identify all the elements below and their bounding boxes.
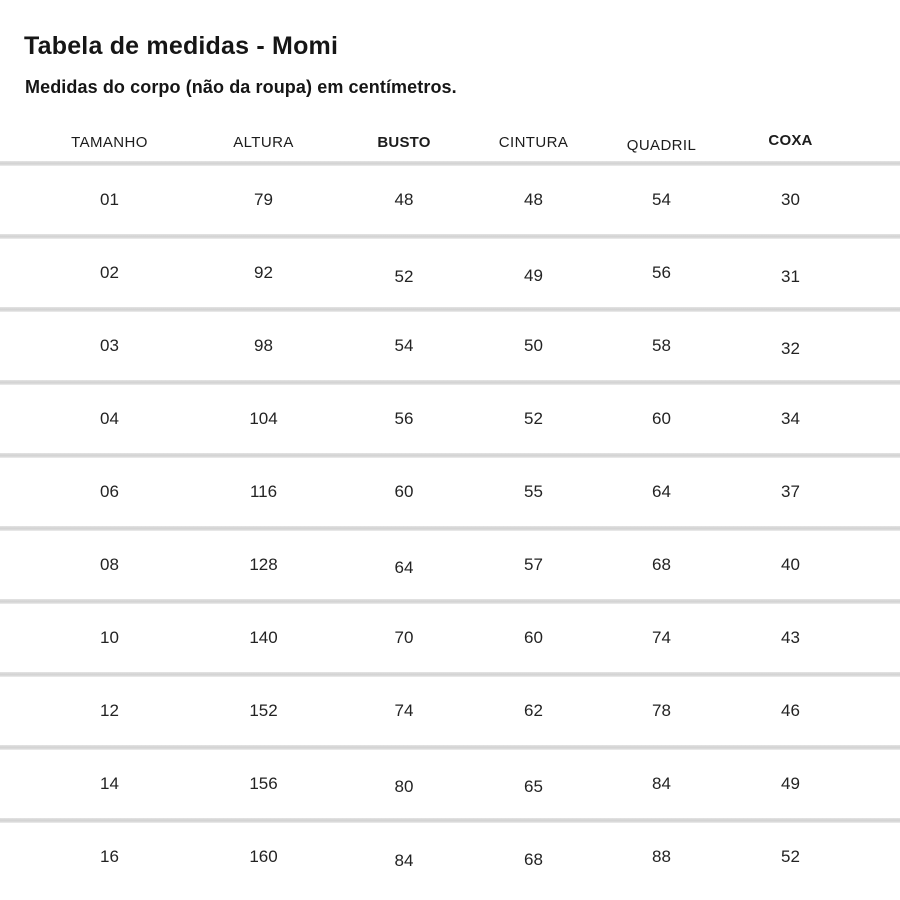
table-row-size-04: 04 104 56 52 60 34 [0,380,900,453]
cell-busto: 60 [394,482,414,501]
table-header-row: TAMANHO ALTURA BUSTO CINTURA QUADRIL COX… [0,124,900,161]
cell-cintura: 65 [524,777,543,796]
cell-tamanho: 08 [100,555,119,574]
cell-busto: 56 [394,409,414,428]
size-table: TAMANHO ALTURA BUSTO CINTURA QUADRIL COX… [0,124,900,891]
cell-coxa: 52 [781,847,800,866]
cell-altura: 116 [249,482,278,501]
cell-busto: 48 [394,190,414,209]
cell-quadril: 78 [652,701,671,720]
col-header-tamanho: TAMANHO [71,134,148,151]
cell-busto: 74 [394,701,414,720]
cell-tamanho: 16 [100,847,119,866]
col-header-altura: ALTURA [233,134,294,151]
cell-coxa: 43 [781,628,800,647]
cell-altura: 79 [254,190,273,209]
page-title: Tabela de medidas - Momi [24,32,339,60]
table-row-size-14: 14 156 80 65 84 49 [0,745,900,818]
cell-altura: 92 [254,263,273,282]
cell-quadril: 84 [652,774,671,793]
cell-cintura: 60 [524,628,543,647]
cell-quadril: 74 [652,628,671,647]
cell-cintura: 55 [524,482,543,501]
cell-altura: 98 [254,336,273,355]
cell-altura: 104 [249,409,278,428]
table-row-size-08: 08 128 64 57 68 40 [0,526,900,599]
col-header-quadril: QUADRIL [626,137,697,154]
cell-cintura: 68 [524,850,543,869]
cell-quadril: 58 [652,336,671,355]
cell-cintura: 48 [524,190,543,209]
cell-quadril: 68 [652,555,671,574]
col-header-busto: BUSTO [377,134,431,151]
cell-busto: 64 [394,558,414,577]
cell-coxa: 32 [781,339,800,358]
cell-tamanho: 14 [100,774,119,793]
table-row-size-03: 03 98 54 50 58 32 [0,307,900,380]
cell-busto: 70 [394,628,414,647]
col-header-coxa: COXA [768,132,813,149]
cell-coxa: 31 [781,267,800,286]
cell-cintura: 62 [524,701,543,720]
cell-quadril: 54 [652,190,671,209]
cell-coxa: 34 [781,409,800,428]
cell-altura: 128 [249,555,278,574]
cell-coxa: 30 [781,190,800,209]
cell-tamanho: 12 [100,701,119,720]
cell-cintura: 57 [524,555,543,574]
cell-quadril: 88 [652,847,671,866]
cell-altura: 156 [249,774,278,793]
cell-altura: 140 [249,628,278,647]
cell-cintura: 50 [524,336,543,355]
table-row-size-16: 16 160 84 68 88 52 [0,818,900,891]
cell-altura: 160 [249,847,278,866]
cell-coxa: 40 [781,555,800,574]
table-row-size-10: 10 140 70 60 74 43 [0,599,900,672]
col-header-cintura: CINTURA [498,134,569,151]
cell-busto: 84 [394,851,414,870]
table-row-size-02: 02 92 52 49 56 31 [0,234,900,307]
cell-busto: 80 [394,777,414,796]
cell-tamanho: 02 [100,263,119,282]
cell-busto: 52 [394,267,414,286]
cell-tamanho: 06 [100,482,119,501]
cell-tamanho: 01 [100,190,119,209]
cell-altura: 152 [249,701,278,720]
cell-quadril: 60 [652,409,671,428]
cell-tamanho: 03 [100,336,119,355]
cell-cintura: 49 [524,266,543,285]
cell-tamanho: 10 [100,628,119,647]
cell-cintura: 52 [524,409,543,428]
cell-tamanho: 04 [100,409,119,428]
cell-quadril: 56 [652,263,671,282]
cell-coxa: 46 [781,701,800,720]
table-row-size-12: 12 152 74 62 78 46 [0,672,900,745]
cell-coxa: 49 [781,774,800,793]
cell-quadril: 64 [652,482,671,501]
table-row-size-06: 06 116 60 55 64 37 [0,453,900,526]
cell-busto: 54 [394,336,414,355]
page-subtitle: Medidas do corpo (não da roupa) em centí… [25,77,457,97]
table-row-size-01: 01 79 48 48 54 30 [0,161,900,234]
cell-coxa: 37 [781,482,800,501]
